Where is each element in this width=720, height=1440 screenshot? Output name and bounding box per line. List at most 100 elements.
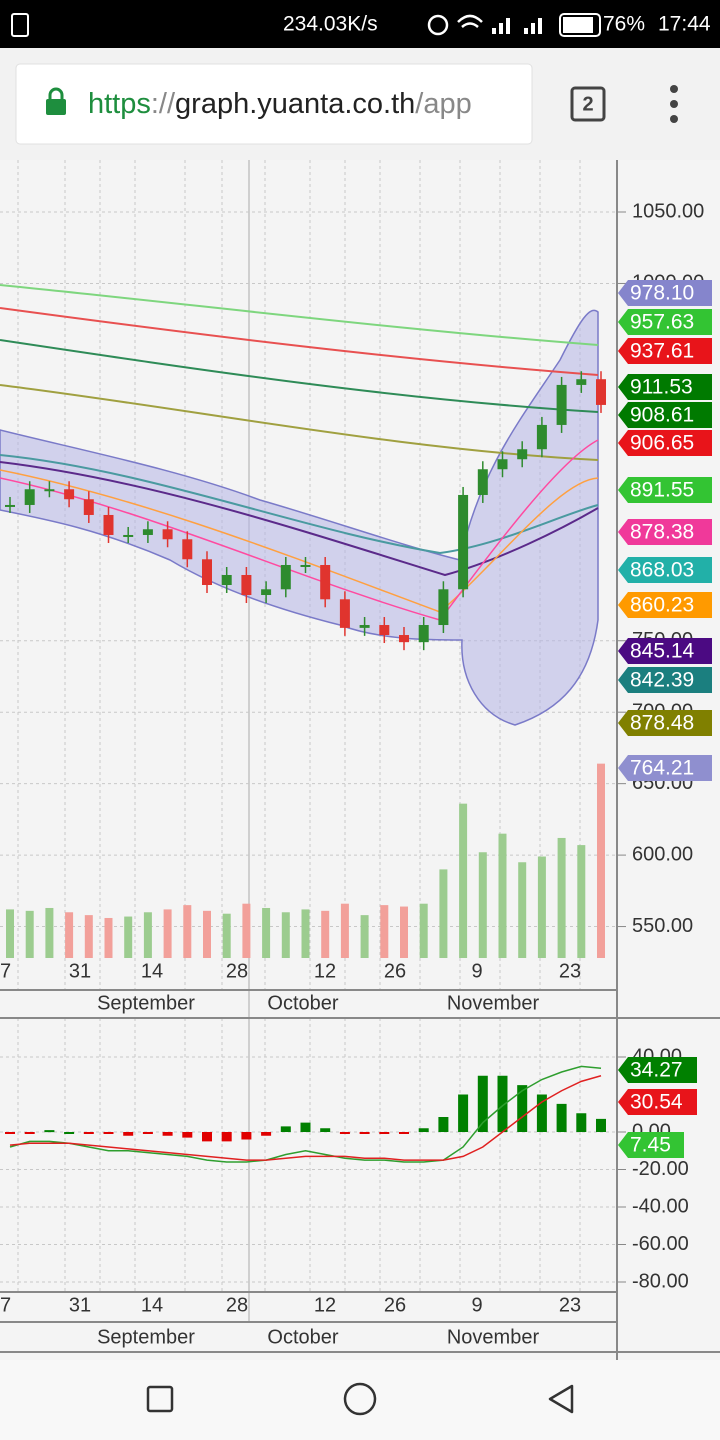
macd-hist-bar [339, 1132, 350, 1134]
candle [64, 489, 75, 500]
candle [103, 514, 114, 535]
macd-hist-bar [359, 1132, 370, 1134]
month-label: September [97, 992, 195, 1014]
volume-bar [84, 915, 93, 958]
price-tag [618, 309, 712, 335]
ma-line [0, 461, 599, 577]
macd-hist-bar [320, 1128, 331, 1132]
macd-tag-label: 34.27 [630, 1059, 683, 1082]
axis-lines [0, 160, 720, 1360]
home-button[interactable] [343, 1382, 377, 1416]
macd-hist-bar [202, 1132, 212, 1142]
volume-bar [478, 852, 487, 958]
candle [241, 574, 252, 596]
price-tag-label: 868.03 [630, 559, 694, 582]
price-tag [618, 430, 712, 456]
ma-line [0, 469, 599, 613]
macd-hist-bar [379, 1132, 390, 1134]
url-path: /app [415, 88, 471, 120]
lock-icon [46, 99, 66, 115]
month-label: November [447, 992, 540, 1014]
volume-bar [498, 833, 507, 958]
macd-hist-bar [556, 1103, 567, 1132]
volume-bar [183, 905, 192, 958]
macd-hist-bar [517, 1085, 528, 1132]
volume-bar [459, 803, 468, 958]
net-speed: 234.03K/s [283, 13, 378, 36]
price-tag [618, 519, 712, 545]
volume-bar [222, 913, 231, 958]
price-tag-label: 957.63 [630, 311, 694, 334]
price-tag [618, 477, 712, 503]
macd-hist-bar [536, 1094, 547, 1132]
y-tick-label: -40.00 [632, 1195, 689, 1217]
macd-hist-bar [83, 1132, 94, 1134]
bollinger-band [0, 309, 599, 726]
clock: 17:44 [658, 13, 711, 36]
candle [556, 384, 567, 425]
volume-bar [419, 903, 428, 958]
candle [536, 424, 547, 450]
x-tick-label: 26 [384, 1294, 406, 1316]
volume-bar [597, 763, 605, 958]
volume-bar [203, 910, 211, 958]
candle [418, 625, 429, 643]
lock-shackle [48, 87, 64, 100]
x-tick-label: 12 [314, 1294, 336, 1316]
price-tag-label: 891.55 [630, 479, 694, 502]
x-tick-label: 28 [226, 960, 248, 982]
url-host: graph.yuanta.co.th [175, 88, 415, 120]
tab-switcher[interactable] [570, 86, 606, 122]
x-tick-label: 14 [141, 960, 163, 982]
signal-icon [492, 18, 542, 34]
macd-hist-bar [438, 1117, 449, 1132]
candle [162, 529, 173, 540]
price-tag [618, 755, 712, 781]
url-box[interactable] [15, 63, 533, 145]
macd-tag [618, 1057, 697, 1083]
macd-hist-bar [24, 1132, 35, 1134]
volume-bar [143, 912, 152, 958]
ma-line [0, 307, 599, 376]
price-tag [618, 280, 712, 306]
wifi-icon [457, 14, 483, 28]
nav-bar [0, 1360, 720, 1440]
macd-hist-bar [418, 1128, 429, 1132]
candle [123, 534, 134, 537]
price-tag-label: 911.53 [630, 376, 693, 399]
month-label: November [447, 1326, 540, 1348]
candle [44, 489, 55, 492]
candle [438, 589, 449, 626]
x-tick-label: 23 [559, 960, 581, 982]
volume-bar [340, 903, 349, 958]
price-tag [618, 338, 712, 364]
macd-hist-bar [5, 1132, 15, 1134]
back-button[interactable] [548, 1384, 574, 1414]
url-scheme: https [88, 88, 151, 120]
y-tick-label: 550.00 [632, 915, 693, 937]
macd-macd-line [9, 1065, 602, 1163]
candle [497, 459, 508, 470]
ma-line [0, 439, 599, 621]
alarm-icon [427, 14, 449, 36]
month-label: October [267, 1326, 338, 1348]
volume-bar [557, 837, 566, 958]
macd-hist-bar [458, 1094, 469, 1132]
x-tick-label: 31 [69, 960, 91, 982]
battery-icon [559, 13, 601, 37]
y-tick-label: -80.00 [632, 1270, 689, 1292]
volume-bar [301, 909, 310, 958]
recents-button[interactable] [146, 1385, 174, 1413]
x-tick-label: 7 [0, 960, 11, 982]
candle [596, 379, 606, 405]
macd-hist-bar [477, 1075, 488, 1132]
price-tag [618, 667, 712, 693]
macd-tag [618, 1089, 697, 1115]
volume-bar [262, 907, 271, 958]
macd-hist-bar [399, 1132, 409, 1134]
candle [221, 574, 232, 585]
candle [576, 379, 587, 385]
menu-button[interactable] [670, 85, 678, 123]
volume-bar [163, 909, 172, 958]
